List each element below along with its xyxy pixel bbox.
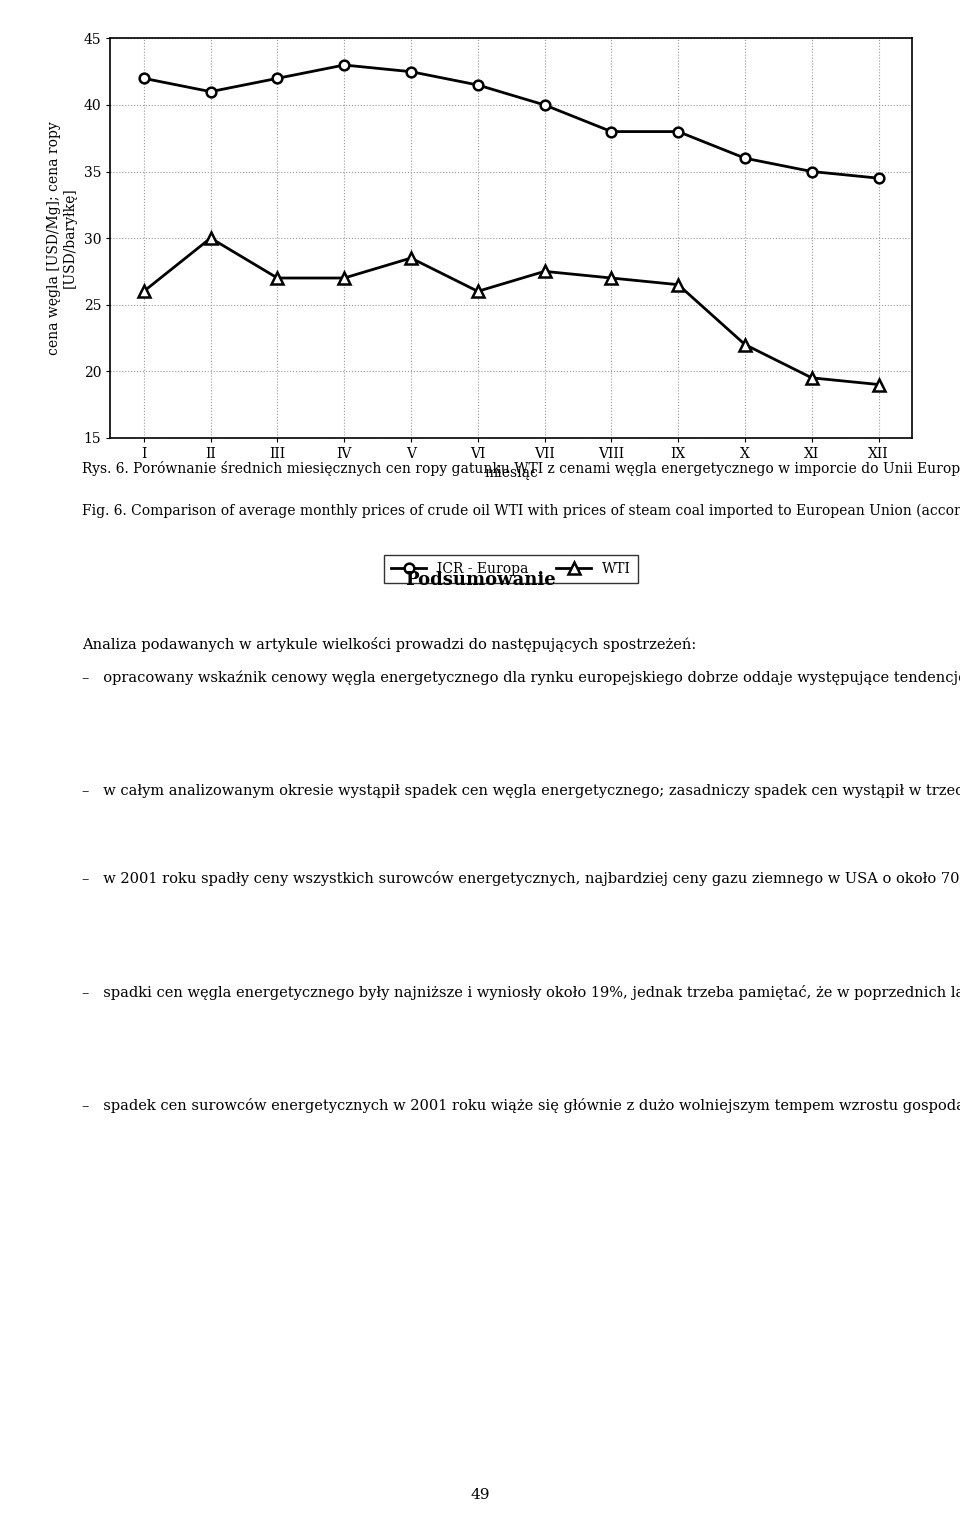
ICR - Europa: [873, 169, 884, 187]
ICR - Europa: [138, 69, 150, 88]
Line: WTI: WTI: [138, 232, 884, 390]
WTI: [138, 283, 150, 301]
WTI: [405, 249, 417, 267]
WTI: [539, 263, 550, 281]
WTI: [339, 269, 350, 287]
WTI: [204, 229, 216, 247]
Text: Fig. 6. Comparison of average monthly prices of crude oil WTI with prices of ste: Fig. 6. Comparison of average monthly pr…: [82, 504, 960, 518]
Text: Podsumowanie: Podsumowanie: [404, 571, 556, 590]
WTI: [606, 269, 617, 287]
ICR - Europa: [339, 55, 350, 74]
Text: Rys. 6. Porównanie średnich miesięcznych cen ropy gatunku WTI z cenami węgla ene: Rys. 6. Porównanie średnich miesięcznych…: [82, 461, 960, 476]
ICR - Europa: [539, 95, 550, 114]
Y-axis label: cena węgla [USD/Mg]; cena ropy
[USD/baryłkę]: cena węgla [USD/Mg]; cena ropy [USD/bary…: [47, 121, 77, 355]
Text: –   spadki cen węgla energetycznego były najniższe i wyniosły około 19%, jednak : – spadki cen węgla energetycznego były n…: [82, 985, 960, 1000]
Text: –   w całym analizowanym okresie wystąpił spadek cen węgla energetycznego; zasad: – w całym analizowanym okresie wystąpił …: [82, 785, 960, 799]
X-axis label: miesiąc: miesiąc: [484, 467, 539, 481]
Text: Analiza podawanych w artykule wielkości prowadzi do następujących spostrzeżeń:: Analiza podawanych w artykule wielkości …: [82, 637, 696, 653]
ICR - Europa: [606, 123, 617, 141]
Text: 49: 49: [470, 1488, 490, 1502]
ICR - Europa: [806, 163, 818, 181]
Legend: ICR - Europa, WTI: ICR - Europa, WTI: [384, 554, 638, 582]
WTI: [806, 369, 818, 387]
ICR - Europa: [272, 69, 283, 88]
WTI: [873, 375, 884, 393]
WTI: [672, 275, 684, 293]
Line: ICR - Europa: ICR - Europa: [139, 60, 883, 183]
Text: –   spadek cen surowców energetycznych w 2001 roku wiąże się głównie z dużo woln: – spadek cen surowców energetycznych w 2…: [82, 1098, 960, 1114]
WTI: [739, 335, 751, 353]
Text: –   w 2001 roku spadły ceny wszystkich surowców energetycznych, najbardziej ceny: – w 2001 roku spadły ceny wszystkich sur…: [82, 871, 960, 886]
ICR - Europa: [204, 83, 216, 101]
ICR - Europa: [672, 123, 684, 141]
ICR - Europa: [405, 63, 417, 81]
WTI: [472, 283, 484, 301]
ICR - Europa: [472, 75, 484, 94]
ICR - Europa: [739, 149, 751, 167]
Text: –   opracowany wskaźnik cenowy węgla energetycznego dla rynku europejskiego dobr: – opracowany wskaźnik cenowy węgla energ…: [82, 670, 960, 685]
WTI: [272, 269, 283, 287]
